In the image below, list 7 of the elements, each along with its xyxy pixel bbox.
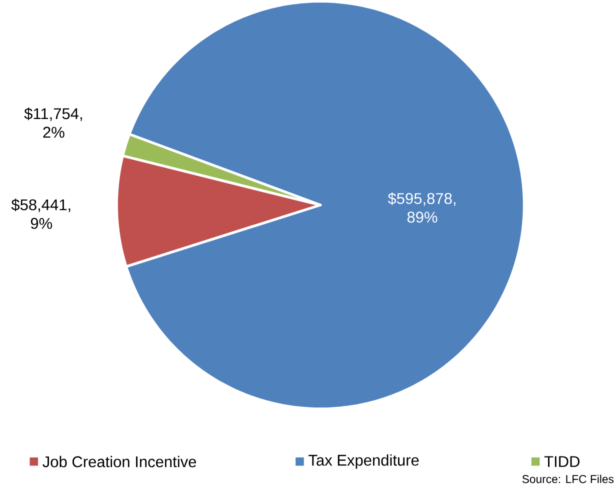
data-label: $58,441, 9% [11, 198, 70, 229]
data-label: $11,754, 2% [24, 107, 82, 138]
legend-label: Job Creation Incentive [42, 456, 196, 468]
data-label: $595,878, 89% [388, 192, 456, 223]
source-note: Source: LFC Files [522, 474, 614, 484]
legend-label: Tax Expenditure [308, 454, 419, 469]
legend-label: TIDD [544, 456, 580, 467]
